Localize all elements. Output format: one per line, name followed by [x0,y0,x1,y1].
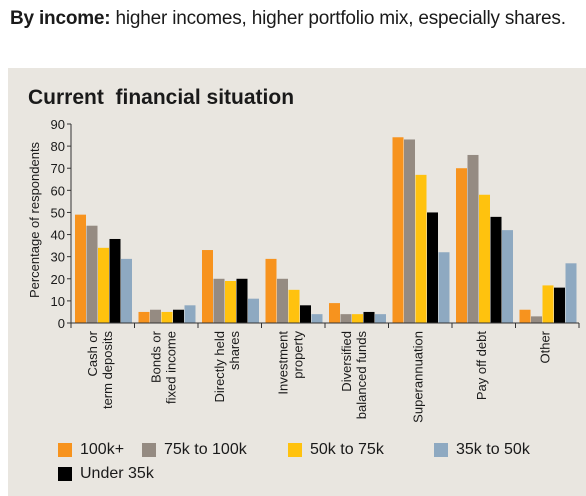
bar [150,309,161,323]
legend: 100k+ 75k to 100k 50k to 75k 35k to 50k Unde… [58,440,578,484]
bar [352,314,363,323]
y-tick-label: 50 [51,205,65,220]
x-tick-label-line: Other [537,330,552,363]
y-tick-label: 0 [58,316,65,331]
bar [427,212,438,323]
x-tick-label: Superannuation [410,331,425,423]
x-tick-label-line: Bonds or [148,330,163,383]
bar [438,252,450,323]
bar [248,298,259,323]
y-axis-label: Percentage of respondents [27,141,42,298]
bar [490,216,502,323]
legend-swatch [288,443,302,457]
legend-item: 50k to 75k [288,440,434,460]
y-tick-label: 70 [51,161,65,176]
x-tick-label: Directly heldshares [212,331,242,403]
legend-item: 75k to 100k [142,440,288,460]
x-tick-label-line: fixed income [163,331,178,404]
bar [98,247,109,323]
y-axis: 0 10 20 30 40 50 60 70 80 90 [51,117,72,331]
bar [415,174,427,323]
legend-swatch [434,443,448,457]
x-tick-label-line: balanced funds [354,331,369,420]
chart-title: Current financial situation [28,86,294,109]
legend-item: Under 35k [58,464,198,484]
bar [109,238,121,323]
bar [121,258,132,323]
legend-label: 75k to 100k [164,441,247,458]
bar [467,154,479,323]
bar [519,309,531,323]
bar [554,287,565,323]
legend-item: 100k+ [58,440,142,460]
bar [236,278,248,323]
heading-bold: By income: [10,8,111,29]
bar [225,280,236,323]
legend-swatch [142,443,156,457]
legend-swatch [58,467,72,481]
x-tick-label-line: Cash or [85,330,100,376]
y-tick-label: 20 [51,272,65,287]
bar [288,289,300,323]
bars [75,137,577,323]
y-tick-label: 40 [51,228,65,243]
x-tick-label: Pay off debt [474,331,489,401]
bar [173,309,184,323]
bar [456,168,467,323]
bar [300,305,311,323]
x-tick-label: Diversifiedbalanced funds [339,331,369,420]
bar [479,194,490,323]
bar [531,316,542,323]
x-axis: Cash orterm deposits Bonds orfixed income… [70,322,580,423]
bar [565,263,577,323]
bar [213,278,225,323]
y-tick-label: 90 [51,117,65,132]
bar [340,314,352,323]
bar [363,311,375,323]
bar [392,137,404,323]
bar [542,285,554,323]
bar [277,278,288,323]
x-tick-label: Investmentproperty [275,331,305,395]
legend-label: 50k to 75k [310,441,384,458]
heading-rest: higher incomes, higher portfolio mix, es… [110,8,566,29]
y-tick-label: 60 [51,183,65,198]
bar [404,139,415,323]
bar [265,258,277,323]
x-tick-label-line: property [290,331,305,379]
bar [75,214,86,323]
bar [138,311,150,323]
x-tick-label-line: term deposits [100,331,115,410]
x-tick-label: Cash orterm deposits [85,330,115,409]
page-heading: By income: higher incomes, higher portfo… [10,6,580,31]
legend-item: 35k to 50k [434,440,574,460]
x-tick-label-line: shares [227,331,242,371]
bar [184,305,196,323]
legend-label: Under 35k [80,465,154,482]
x-tick-label-line: Superannuation [410,331,425,423]
x-tick-label-line: Diversified [339,331,354,392]
legend-label: 100k+ [80,441,125,458]
x-tick-label-line: Investment [275,331,290,395]
legend-swatch [58,443,72,457]
x-tick-label-line: Pay off debt [474,331,489,401]
y-tick-label: 10 [51,294,65,309]
bar [86,225,98,323]
bar [375,314,386,323]
bar [329,303,340,323]
x-tick-label-line: Directly held [212,331,227,403]
x-tick-label: Bonds orfixed income [148,330,178,404]
legend-label: 35k to 50k [456,441,530,458]
bar [311,314,323,323]
y-tick-label: 30 [51,250,65,265]
bar [161,311,173,323]
y-tick-label: 80 [51,139,65,154]
x-tick-label: Other [537,330,552,363]
bar [502,230,513,323]
bar [202,250,213,323]
